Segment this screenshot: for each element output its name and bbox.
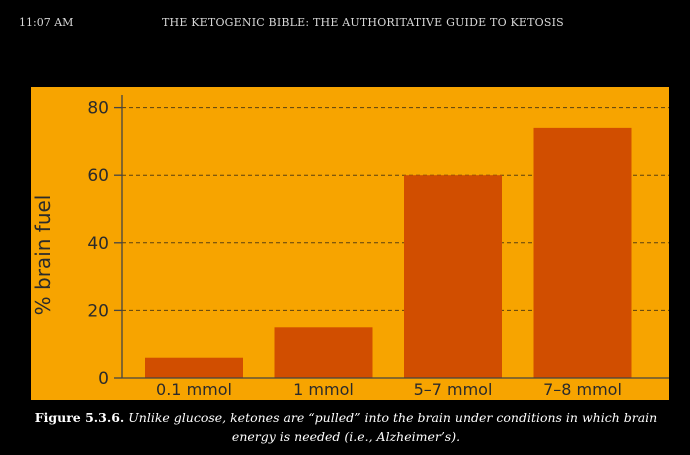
bar xyxy=(404,175,502,378)
x-tick-label: 0.1 mmol xyxy=(156,380,232,399)
y-tick-label: 40 xyxy=(87,234,109,254)
figure-caption: Figure 5.3.6. Unlike glucose, ketones ar… xyxy=(20,408,672,446)
bar xyxy=(274,327,373,378)
status-bar: 11:07 AM THE KETOGENIC BIBLE: THE AUTHOR… xyxy=(0,0,690,50)
y-tick-label: 0 xyxy=(98,369,109,389)
y-axis-label: % brain fuel xyxy=(31,195,55,316)
y-tick-label: 20 xyxy=(87,301,109,321)
y-ticks: 0 20 40 60 80 xyxy=(87,99,122,389)
book-title: THE KETOGENIC BIBLE: THE AUTHORITATIVE G… xyxy=(162,16,564,29)
bar xyxy=(145,357,243,378)
bar xyxy=(533,127,632,378)
x-tick-labels: 0.1 mmol 1 mmol 5–7 mmol 7–8 mmol xyxy=(156,380,622,399)
y-tick-label: 60 xyxy=(87,166,109,186)
caption-lead: Figure 5.3.6. xyxy=(34,410,125,425)
caption-text: Unlike glucose, ketones are “pulled” int… xyxy=(124,410,658,444)
bars xyxy=(145,127,632,378)
x-tick-label: 5–7 mmol xyxy=(414,380,493,399)
status-time: 11:07 AM xyxy=(19,16,74,29)
x-tick-label: 1 mmol xyxy=(293,380,354,399)
y-tick-label: 80 xyxy=(87,99,109,119)
brain-fuel-bar-chart: 0 20 40 60 80 0.1 mmol 1 mmol 5–7 mmol 7–8 mmol… xyxy=(31,87,669,400)
x-tick-label: 7–8 mmol xyxy=(543,380,622,399)
